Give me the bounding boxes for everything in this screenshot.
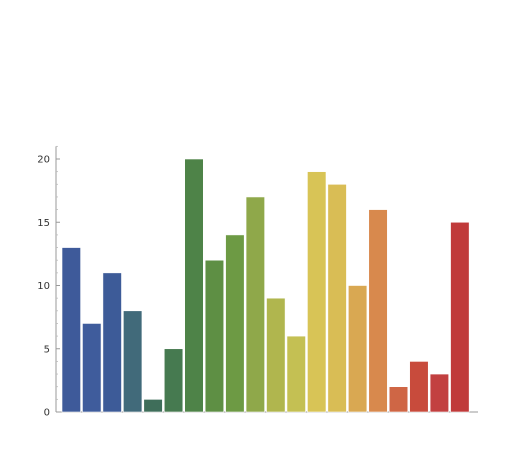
bar xyxy=(450,221,470,413)
y-axis: 0 5 10 15 20 xyxy=(37,145,60,419)
y-tick-label: 5 xyxy=(44,344,50,355)
bar xyxy=(347,285,368,413)
bar xyxy=(143,399,163,413)
bar xyxy=(409,361,429,413)
bar xyxy=(225,234,245,413)
bar xyxy=(204,259,225,413)
bar xyxy=(266,297,286,413)
bar xyxy=(307,171,327,413)
bar xyxy=(429,373,450,413)
bar xyxy=(163,348,184,413)
y-tick-label: 15 xyxy=(37,218,50,229)
bars xyxy=(61,158,470,413)
y-tick-label: 20 xyxy=(37,155,50,166)
bar xyxy=(388,386,409,413)
bar xyxy=(82,323,102,413)
bar xyxy=(245,196,265,413)
bar xyxy=(286,335,306,413)
bar xyxy=(102,272,122,413)
bar xyxy=(184,158,204,413)
y-tick-label: 10 xyxy=(37,281,50,292)
bar xyxy=(327,184,347,413)
y-tick-label: 0 xyxy=(44,408,50,419)
bar xyxy=(123,310,143,413)
bar xyxy=(368,209,388,413)
bar xyxy=(61,247,81,413)
